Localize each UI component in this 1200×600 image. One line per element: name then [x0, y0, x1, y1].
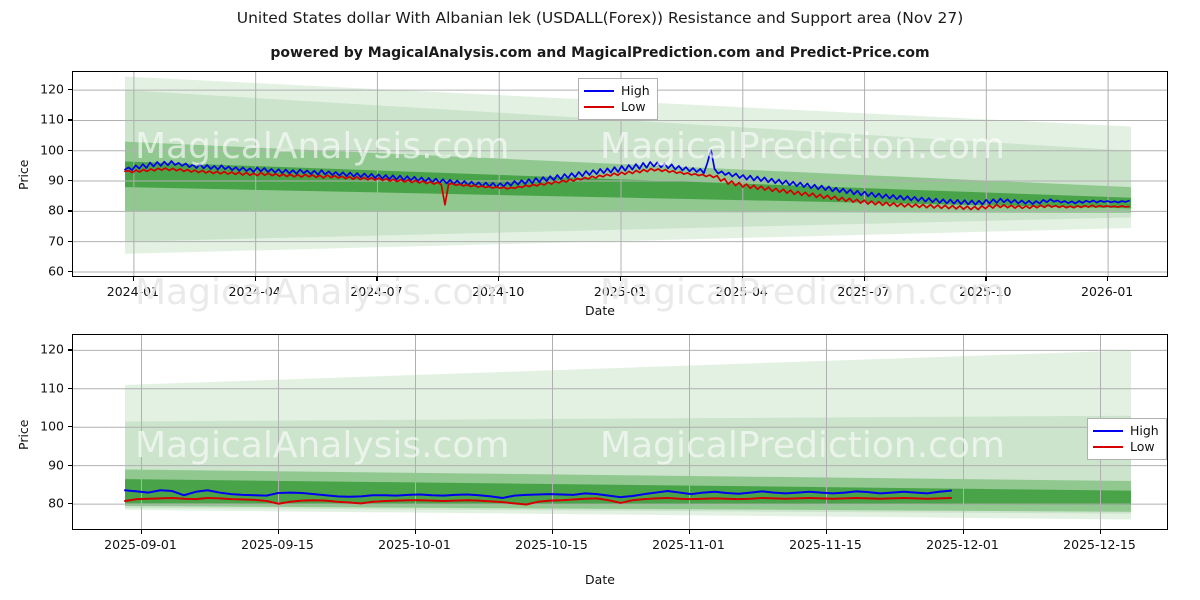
y-tick-mark [68, 89, 72, 91]
x-tick-mark [863, 277, 865, 281]
legend-label-high: High [621, 83, 650, 98]
x-tick-label: 2024-10 [472, 284, 525, 299]
x-tick-label: 2025-07 [837, 284, 890, 299]
x-tick-mark [1107, 277, 1109, 281]
y-tick-label: 120 [40, 341, 64, 357]
bottom-chart-legend[interactable]: High Low [1087, 418, 1167, 460]
x-tick-mark [414, 530, 416, 534]
y-tick-mark [68, 119, 72, 121]
band-core-band [125, 161, 1131, 209]
x-tick-mark [140, 530, 142, 534]
legend-label-low: Low [621, 99, 646, 114]
y-tick-label: 100 [40, 142, 64, 158]
x-tick-label: 2026-01 [1080, 284, 1134, 299]
x-tick-mark [962, 530, 964, 534]
y-tick-label: 110 [40, 111, 64, 127]
x-tick-label: 2025-10 [959, 284, 1012, 299]
legend-swatch-low [1093, 446, 1123, 448]
x-tick-label: 2024-01 [106, 284, 159, 299]
legend-entry-low: Low [1093, 439, 1159, 455]
bottom-chart-axes [72, 334, 1168, 530]
x-tick-mark [132, 277, 135, 281]
x-tick-label: 2024-07 [350, 284, 403, 299]
series-line-high [124, 149, 1130, 206]
y-tick-mark [68, 503, 72, 505]
page-title: United States dollar With Albanian lek (… [236, 9, 964, 27]
y-tick-mark [68, 149, 72, 151]
x-tick-mark [825, 530, 827, 534]
bottom-chart-canvas [73, 335, 1167, 529]
y-tick-label: 80 [48, 202, 64, 218]
x-tick-label: 2025-09-15 [241, 537, 314, 552]
legend-swatch-high [1093, 430, 1123, 432]
x-tick-mark [254, 277, 256, 281]
y-tick-label: 80 [48, 495, 64, 511]
y-tick-label: 110 [40, 380, 64, 396]
x-tick-label: 2025-09-01 [104, 537, 177, 552]
series-line-low [124, 167, 1130, 211]
x-tick-mark [688, 530, 690, 534]
y-tick-label: 90 [48, 457, 64, 473]
legend-entry-low: Low [584, 99, 650, 115]
x-tick-label: 2025-11-15 [789, 537, 862, 552]
top-x-axis-label: Date [585, 303, 615, 318]
y-tick-label: 70 [48, 233, 64, 249]
page-subtitle: powered by MagicalAnalysis.com and Magic… [270, 45, 930, 61]
y-tick-label: 60 [48, 263, 64, 279]
x-tick-label: 2025-04 [715, 284, 768, 299]
x-tick-mark [498, 277, 500, 281]
x-tick-label: 2025-10-01 [378, 537, 451, 552]
y-tick-mark [68, 180, 72, 182]
y-tick-mark [68, 464, 72, 466]
series-line-high [124, 489, 952, 499]
y-tick-mark [68, 426, 72, 428]
x-tick-label: 2025-01 [593, 284, 647, 299]
x-tick-mark [741, 277, 743, 281]
x-tick-mark [551, 530, 553, 534]
y-tick-mark [68, 387, 72, 389]
x-tick-mark [620, 277, 622, 281]
x-tick-label: 2025-12-01 [926, 537, 999, 552]
x-tick-mark [985, 277, 987, 281]
x-tick-label: 2025-10-15 [515, 537, 588, 552]
legend-swatch-high [584, 90, 614, 92]
y-tick-label: 100 [40, 418, 64, 434]
series-line-low [124, 496, 952, 506]
x-tick-label: 2025-12-15 [1063, 537, 1136, 552]
bottom-x-axis-label: Date [585, 572, 615, 587]
legend-swatch-low [584, 106, 614, 108]
y-tick-label: 120 [40, 81, 64, 97]
x-tick-label: 2024-04 [228, 284, 281, 299]
x-tick-label: 2025-11-01 [652, 537, 725, 552]
legend-label-high: High [1130, 423, 1159, 438]
top-chart-legend[interactable]: High Low [578, 78, 658, 120]
y-tick-mark [68, 210, 72, 212]
x-tick-mark [277, 530, 279, 534]
top-chart-canvas [73, 72, 1167, 276]
legend-entry-high: High [584, 83, 650, 99]
y-tick-label: 90 [48, 172, 64, 188]
y-tick-mark [68, 349, 72, 351]
legend-label-low: Low [1130, 439, 1155, 454]
y-tick-mark [68, 240, 72, 242]
y-tick-mark [68, 270, 72, 273]
x-tick-mark [376, 277, 378, 281]
x-tick-mark [1099, 530, 1101, 534]
legend-entry-high: High [1093, 423, 1159, 439]
